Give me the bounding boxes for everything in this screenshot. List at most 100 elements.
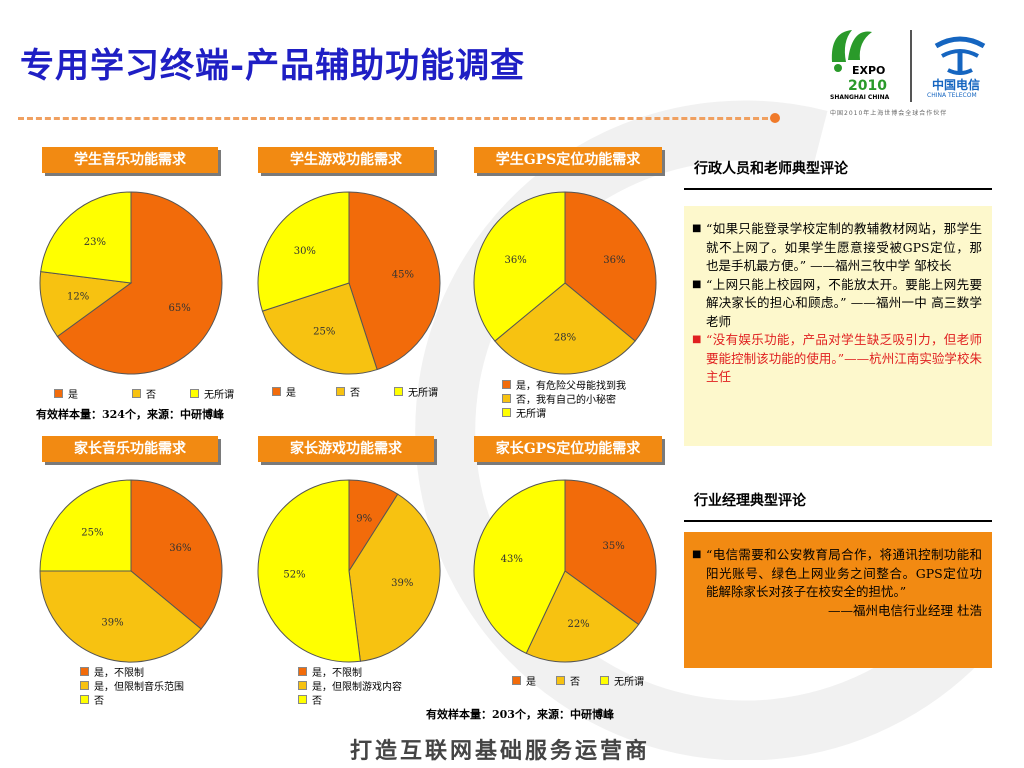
manager-comments-rule (684, 520, 992, 522)
admin-comments-title: 行政人员和老师典型评论 (694, 161, 848, 177)
pie-chart-parent-gps: 35% 22% 43% (473, 479, 657, 663)
footer-slogan: 打造互联网基础服务运营商 (350, 738, 651, 764)
pie-slice (494, 282, 636, 375)
title-divider (18, 117, 768, 120)
pie-data-label: 28% (554, 333, 576, 344)
legend-item: 无所谓 (502, 405, 626, 420)
pie-data-label: 36% (603, 255, 625, 266)
legend-student-game: 是 否 无所谓 (272, 384, 452, 399)
legend-label: 是，但限制游戏内容 (312, 681, 402, 693)
bullet-square-icon: ■ (692, 278, 702, 290)
legend-item: 无所谓 (394, 384, 438, 399)
student-sample-note: 有效样本量：324个，来源：中研博峰 (36, 408, 224, 421)
pie-slice (130, 479, 223, 630)
legend-label: 是 (526, 676, 536, 688)
comment-item-highlight: ■ “没有娱乐功能，产品对学生缺乏吸引力，但老师要能控制该功能的使用。”——杭州江… (692, 331, 982, 387)
legend-item: 是，不限制 (80, 664, 184, 679)
pie-data-label: 39% (101, 617, 123, 628)
pie-slice (564, 479, 657, 626)
legend-student-gps: 是，有危险父母能找到我 否，我有自己的小秘密 无所谓 (502, 377, 640, 420)
legend-item: 是，有危险父母能找到我 (502, 377, 626, 392)
pie-slice (56, 191, 223, 375)
legend-item: 否 (556, 673, 580, 688)
logo-divider (910, 30, 912, 102)
legend-label: 无所谓 (408, 387, 438, 399)
legend-label: 是，有危险父母能找到我 (516, 380, 626, 392)
pie-slice (39, 479, 132, 572)
comment-signature: ——福州电信行业经理 杜浩 (828, 602, 982, 618)
pie-data-label: 36% (504, 255, 526, 266)
pie-data-label: 23% (84, 237, 106, 248)
legend-swatch (556, 675, 565, 685)
pie-chart-parent-music: 36% 39% 25% (39, 479, 223, 663)
pie-data-label: 36% (169, 543, 191, 554)
legend-student-music: 是 否 无所谓 (54, 386, 248, 401)
pie-slice (257, 479, 361, 663)
pie-slice (39, 570, 202, 663)
comment-text: “没有娱乐功能，产品对学生缺乏吸引力，但老师要能控制该功能的使用。”——杭州江南… (706, 332, 982, 384)
legend-swatch (80, 680, 89, 690)
legend-parent-gps: 是 否 无所谓 (512, 673, 658, 688)
legend-label: 否 (94, 695, 104, 707)
legend-swatch (600, 675, 609, 685)
chart-title-parent-game: 家长游戏功能需求 (258, 436, 434, 462)
divider-dot (770, 113, 780, 123)
legend-label: 否 (312, 695, 322, 707)
bullet-square-icon: ■ (692, 223, 702, 234)
pie-data-label: 9% (356, 514, 372, 525)
expo-logo-year: 2010 (848, 78, 887, 94)
legend-swatch (54, 388, 63, 398)
pie-slice (257, 191, 350, 312)
pie-slice (473, 191, 566, 342)
chart-title-parent-music: 家长音乐功能需求 (42, 436, 218, 462)
pie-data-label: 25% (81, 527, 103, 538)
bullet-square-icon: ■ (692, 549, 702, 560)
legend-item: 是 (54, 386, 78, 401)
legend-label: 是，不限制 (94, 667, 144, 679)
legend-swatch (502, 407, 511, 417)
partner-footnote: 中国2010年上海世博会全球合作伙伴 (830, 110, 948, 117)
legend-label: 否 (570, 676, 580, 688)
pie-data-label: 43% (501, 554, 523, 565)
pie-slice (348, 191, 441, 371)
legend-item: 是 (272, 384, 296, 399)
legend-item: 是 (512, 673, 536, 688)
legend-item: 否 (336, 384, 360, 399)
pie-slice (348, 493, 441, 662)
parent-sample-note: 有效样本量：203个，来源：中研博峰 (426, 708, 614, 721)
chart-title-student-game: 学生游戏功能需求 (258, 147, 434, 173)
pie-data-label: 12% (67, 292, 89, 303)
legend-label: 是，但限制音乐范围 (94, 681, 184, 693)
legend-swatch (336, 386, 345, 396)
china-telecom-cn-name: 中国电信 (932, 78, 981, 92)
legend-swatch (272, 386, 281, 396)
bullet-square-icon: ■ (692, 334, 702, 345)
pie-chart-student-gps: 36% 28% 36% (473, 191, 657, 375)
legend-item: 否 (80, 692, 184, 707)
legend-item: 无所谓 (600, 673, 644, 688)
legend-item: 否 (132, 386, 156, 401)
comment-text: “上网只能上校园网，不能放太开。要能上网先要解决家长的担心和顾虑。” ——福州一… (706, 276, 982, 329)
legend-label: 是 (68, 389, 78, 401)
legend-label: 无所谓 (204, 389, 234, 401)
legend-swatch (298, 666, 307, 676)
pie-slice (473, 479, 566, 655)
pie-data-label: 25% (313, 327, 335, 338)
admin-comments-box: ■ “如果只能登录学校定制的教辅教材网站，那学生就不上网了。如果学生愿意接受被GP… (684, 206, 992, 446)
pie-chart-parent-game: 9% 39% 52% (257, 479, 441, 663)
pie-data-label: 22% (567, 619, 589, 630)
legend-label: 否 (350, 387, 360, 399)
legend-swatch (132, 388, 141, 398)
expo-logo-icon (831, 30, 872, 72)
comment-text: “如果只能登录学校定制的教辅教材网站，那学生就不上网了。如果学生愿意接受被GPS… (706, 221, 982, 273)
comment-text: “电信需要和公安教育局合作，将通讯控制功能和阳光账号、绿色上网业务之间整合。GP… (706, 547, 982, 599)
page-title: 专用学习终端-产品辅助功能调查 (20, 46, 526, 86)
pie-slice (39, 271, 133, 338)
pie-chart-student-music: 65% 12% 23% (39, 191, 223, 375)
china-telecom-logo-icon (934, 36, 986, 75)
legend-label: 是，不限制 (312, 667, 362, 679)
manager-comments-box: ■ “电信需要和公安教育局合作，将通讯控制功能和阳光账号、绿色上网业务之间整合。G… (684, 532, 992, 668)
legend-swatch (502, 393, 511, 403)
legend-swatch (80, 666, 89, 676)
comment-item: ■ “电信需要和公安教育局合作，将通讯控制功能和阳光账号、绿色上网业务之间整合。G… (692, 546, 982, 602)
